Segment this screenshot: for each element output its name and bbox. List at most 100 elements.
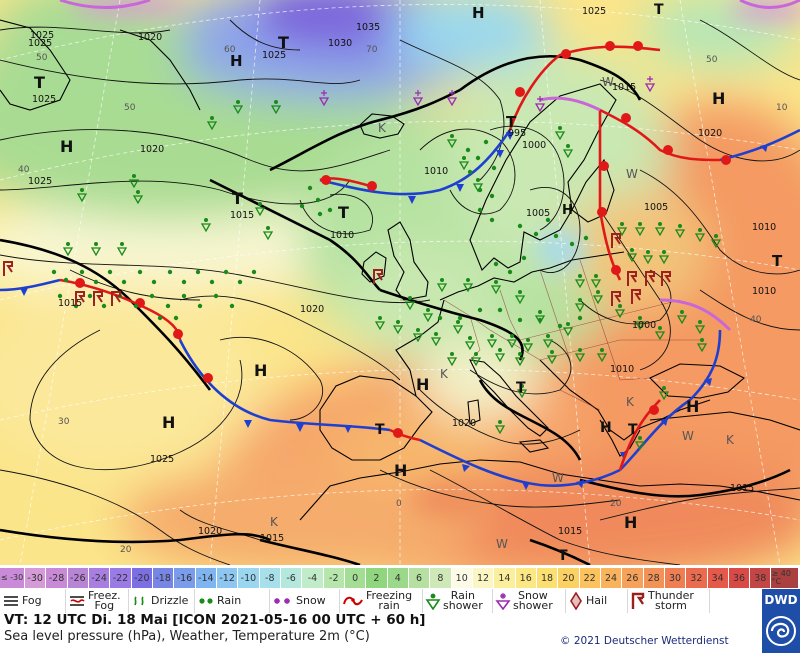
isobar-label: 1000 [522, 140, 546, 151]
rain-marker [545, 217, 551, 223]
rain-shower-marker [654, 222, 666, 237]
thunderstorm-symbols [3, 233, 671, 306]
occluded-fronts [59, 0, 800, 332]
isobars-bold [0, 54, 791, 565]
rain-marker [521, 255, 527, 261]
rain-shower-marker [490, 280, 502, 295]
legend-snow-shower: Snow shower [493, 589, 566, 613]
temperature-labels: 50 60 70 50 40 50 40 30 20 0 20 10 [18, 45, 788, 555]
legend-label: Fog [22, 594, 42, 607]
high-label: H [394, 461, 407, 480]
rain-shower-marker [616, 222, 628, 237]
scale-cell: 12 [472, 568, 495, 588]
rain-shower-marker [614, 304, 626, 319]
temperature-label: 10 [776, 103, 788, 113]
coastlines [0, 19, 800, 521]
legend-label: Thunder storm [648, 589, 694, 612]
thunderstorm-marker [75, 291, 85, 306]
isobar-label: 1020 [300, 304, 324, 315]
rain-shower-marker [592, 290, 604, 305]
isobar-label: 1025 [582, 6, 606, 17]
rain-marker [79, 269, 85, 275]
rain-shower-marker [634, 316, 646, 331]
rain-marker [237, 279, 243, 285]
legend-freezing-fog: Freez. Fog [66, 589, 129, 613]
low-label: T [232, 189, 243, 208]
rain-shower-marker [90, 242, 102, 257]
rain-shower-marker [596, 348, 608, 363]
thunderstorm-icon [630, 592, 646, 610]
rain-marker [63, 277, 69, 283]
rain-marker [497, 307, 503, 313]
rain-marker [167, 269, 173, 275]
rain-shower-marker [574, 298, 586, 313]
scale-cell: 4 [387, 568, 409, 588]
scale-cell: -6 [280, 568, 303, 588]
rain-marker [93, 279, 99, 285]
scale-cell: 22 [579, 568, 601, 588]
snow-shower-marker [534, 96, 546, 113]
drizzle-icon [131, 594, 149, 608]
weather-legend: Fog Freez. Fog Drizzle Rain Snow Freezing rai… [0, 589, 800, 613]
chart-description: Sea level pressure (hPa), Weather, Tempe… [4, 629, 370, 644]
legend-label: Rain shower [443, 589, 483, 612]
k-mark: K [440, 367, 449, 381]
rain-shower-marker [522, 338, 534, 353]
rain-marker [195, 269, 201, 275]
britain-coast [387, 221, 429, 301]
isobar-label: 1025 [28, 38, 52, 49]
scale-cell: -4 [302, 568, 324, 588]
rain-marker [557, 323, 563, 329]
hail-icon [568, 592, 584, 610]
rain-shower-marker [232, 100, 244, 115]
rain-marker [251, 269, 257, 275]
rain-marker [165, 303, 171, 309]
rain-marker [493, 261, 499, 267]
rain-shower-marker [634, 436, 646, 451]
isobar-label: 1010 [424, 166, 448, 177]
scale-cell: -8 [259, 568, 281, 588]
rain-marker [327, 207, 333, 213]
isobar-label: 1025 [150, 454, 174, 465]
scale-cell: 6 [408, 568, 431, 588]
legend-label: Snow [296, 594, 326, 607]
scale-cell: -14 [195, 568, 217, 588]
thunderstorm-marker [631, 289, 641, 304]
low-label: T [558, 548, 568, 564]
low-label: T [772, 252, 783, 270]
legend-snow: Snow [270, 589, 340, 613]
rain-shower-symbols [62, 100, 722, 451]
iceland-coast [359, 113, 405, 139]
legend-rain-shower: Rain shower [423, 589, 493, 613]
rain-shower-marker [494, 420, 506, 435]
rain-marker [475, 155, 481, 161]
rain-shower-marker [132, 190, 144, 205]
thunderstorm-marker [373, 269, 383, 284]
rain-shower-marker [562, 322, 574, 337]
africa-coast [299, 459, 800, 521]
rain-shower-marker [542, 334, 554, 349]
snow-shower-symbols [318, 76, 656, 113]
isobar-label: 1010 [752, 286, 776, 297]
scale-cell: 26 [622, 568, 644, 588]
high-label: H [472, 4, 485, 22]
rain-shower-marker [676, 310, 688, 325]
scale-cell: -20 [131, 568, 153, 588]
rain-shower-marker [562, 144, 574, 159]
low-label: T [654, 2, 664, 18]
scale-cell: -12 [216, 568, 239, 588]
temperature-label: 50 [706, 55, 718, 65]
ireland-coast [361, 251, 387, 283]
rain-marker [197, 303, 203, 309]
rain-shower-marker [574, 274, 586, 289]
isobar-label: 1015 [730, 483, 754, 494]
rain-shower-marker [554, 126, 566, 141]
isobar-label: 1010 [330, 230, 354, 241]
continent-coast [439, 251, 625, 301]
rain-marker [173, 315, 179, 321]
rain-marker [577, 315, 583, 321]
high-label: H [712, 89, 725, 108]
scale-cell: ≤ -30 [0, 568, 25, 588]
rain-marker [489, 193, 495, 199]
rain-shower-marker [128, 174, 140, 189]
